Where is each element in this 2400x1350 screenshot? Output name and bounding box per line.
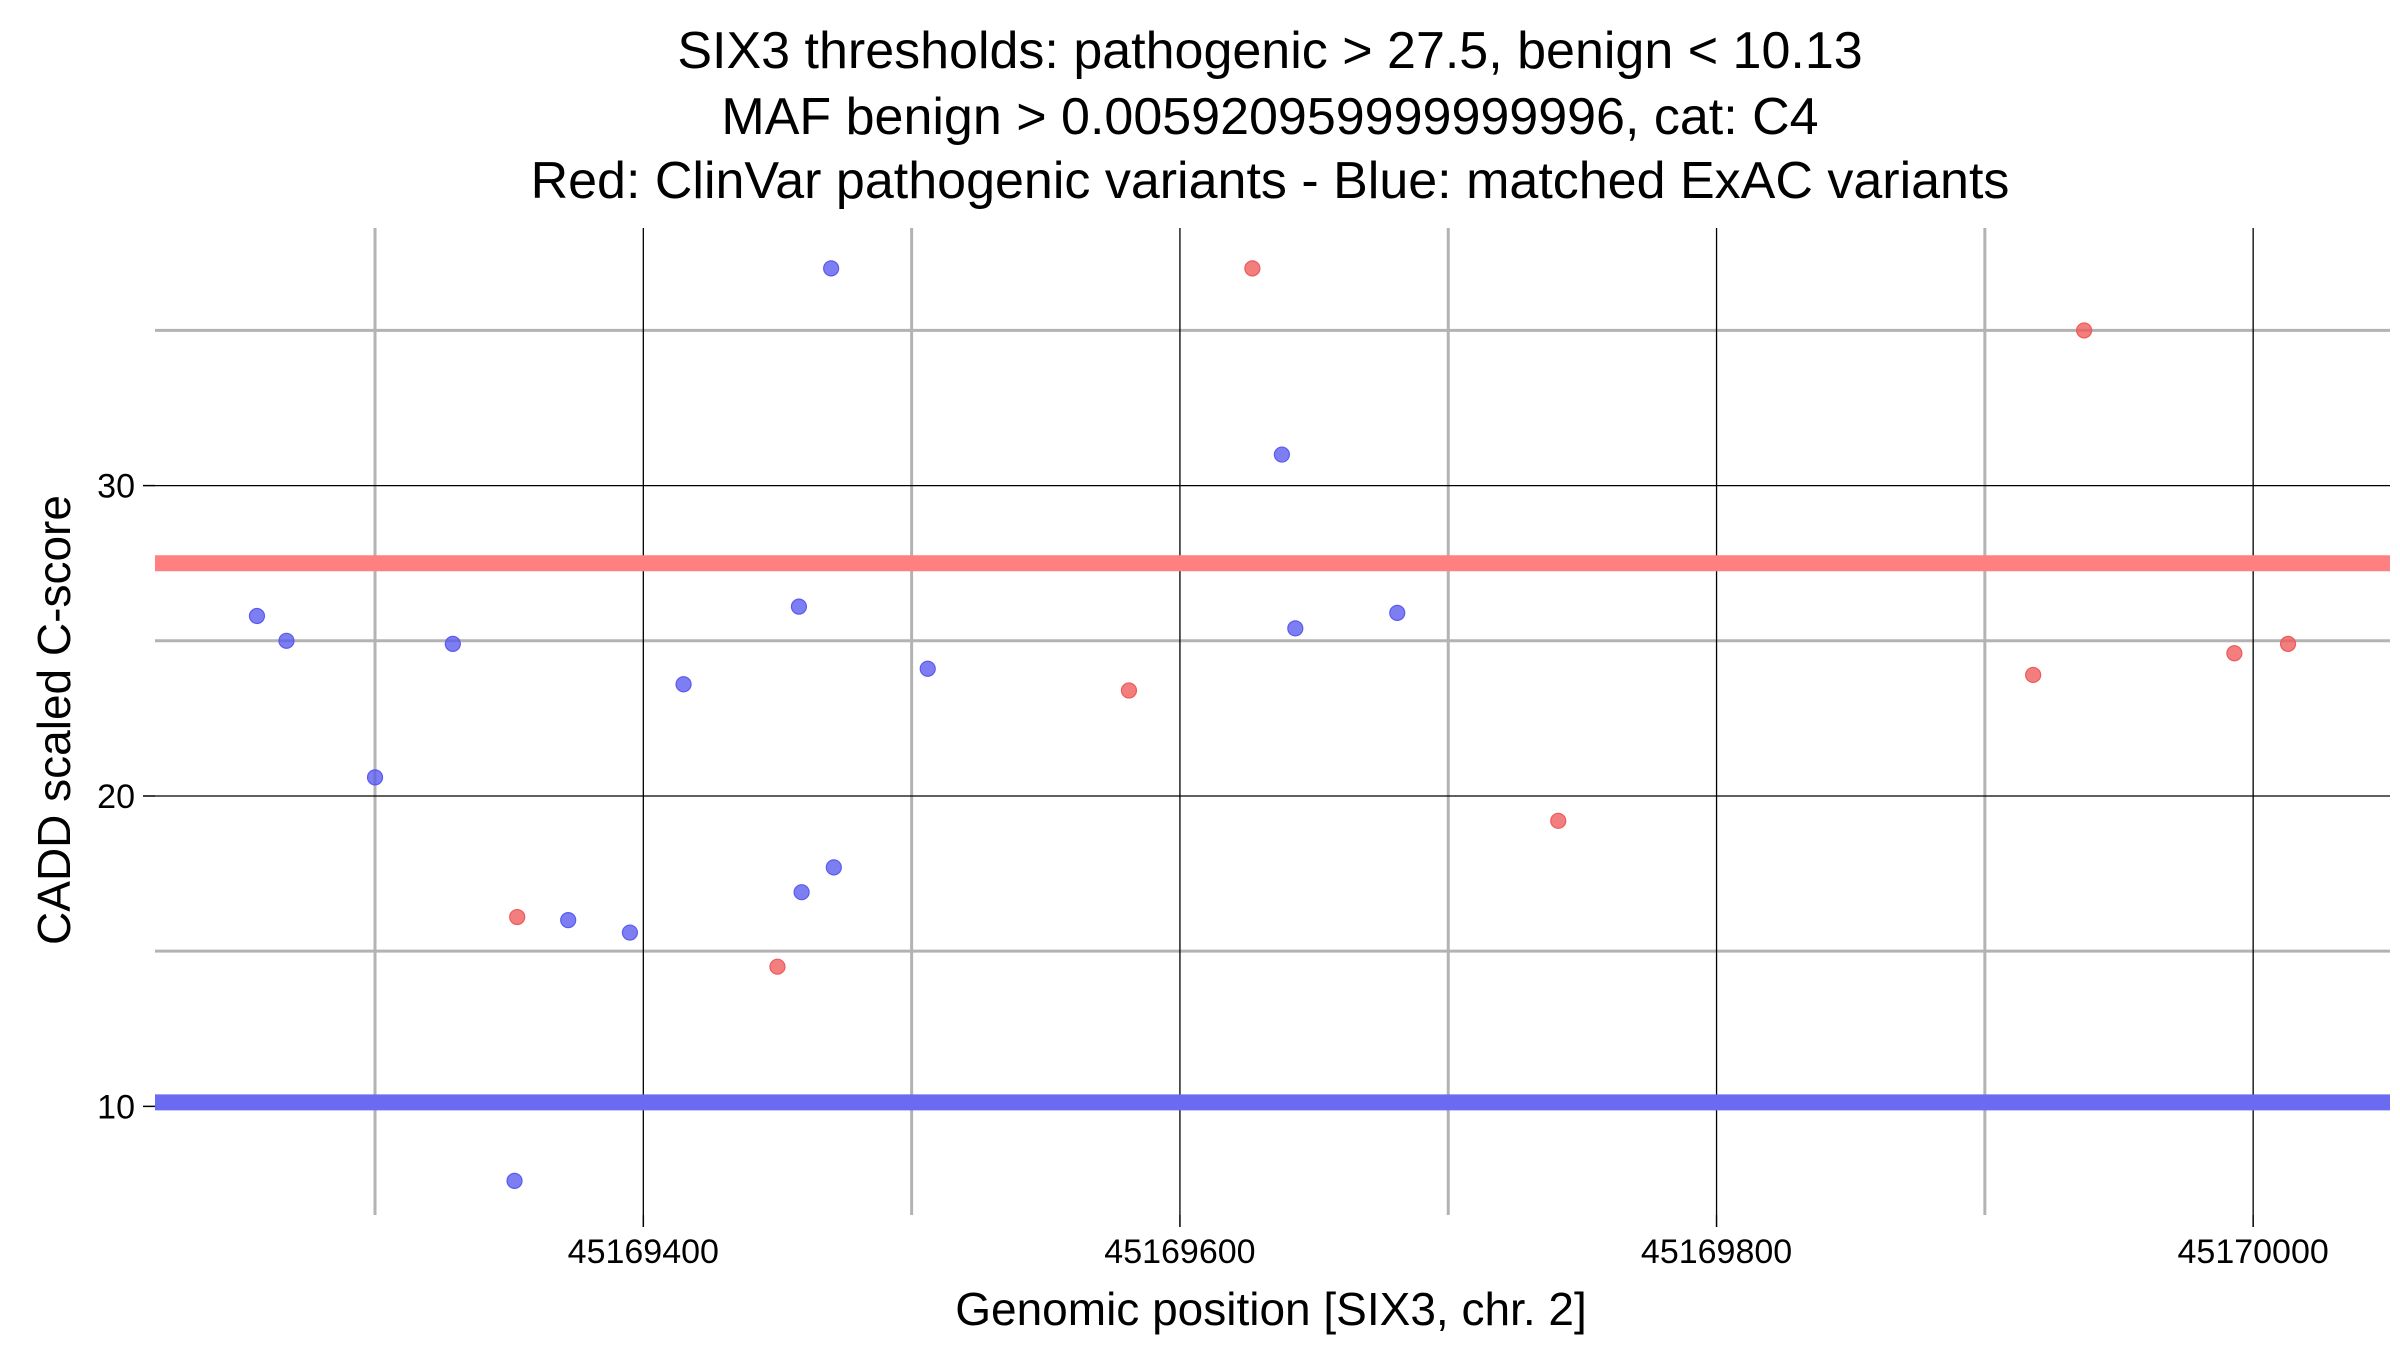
series-1-point	[823, 260, 840, 277]
series-0-point	[1120, 682, 1138, 699]
series-1-point	[444, 635, 461, 653]
series-0-point	[1550, 812, 1567, 829]
series-0-point	[2279, 635, 2297, 653]
minor-gridlines	[155, 228, 2390, 1215]
x-axis-ticks: 45169400 45169600 45169800 45170000	[568, 1215, 2329, 1271]
x-tick-label: 45169600	[1104, 1233, 1255, 1271]
threshold-lines	[155, 555, 2390, 1111]
series-1-point	[248, 607, 266, 625]
title-line-3: Red: ClinVar pathogenic variants - Blue:…	[531, 152, 2010, 210]
series-1-point	[560, 912, 577, 929]
series-1-point	[675, 676, 692, 693]
major-gridlines	[155, 228, 2390, 1215]
data-points	[248, 260, 2297, 1189]
series-0-point	[769, 958, 786, 975]
series-0-point	[509, 908, 526, 926]
series-1-point	[1287, 620, 1304, 637]
series-1-point	[919, 660, 936, 677]
x-tick-label: 45169800	[1641, 1233, 1792, 1271]
x-tick-label: 45170000	[2178, 1233, 2329, 1271]
series-1-point	[1273, 446, 1290, 463]
series-1-point	[621, 924, 639, 941]
y-tick-label: 10	[97, 1088, 135, 1126]
series-1-point	[506, 1172, 523, 1189]
y-axis-ticks: 10 20 30	[97, 468, 155, 1126]
series-1-point	[1389, 604, 1406, 621]
series-0-point	[2025, 666, 2042, 684]
series-1-point	[825, 859, 842, 876]
x-axis-title: Genomic position [SIX3, chr. 2]	[955, 1283, 1587, 1335]
title-line-2: MAF benign > 0.005920959999999996, cat: …	[721, 88, 1818, 146]
series-0-point	[2076, 322, 2093, 339]
series-1-point	[366, 769, 384, 786]
chart-title: SIX3 thresholds: pathogenic > 27.5, beni…	[531, 22, 2010, 210]
series-1-point	[790, 598, 808, 615]
y-tick-label: 30	[97, 468, 135, 506]
title-line-1: SIX3 thresholds: pathogenic > 27.5, beni…	[677, 22, 1862, 80]
series-1-point	[793, 884, 810, 901]
series-1-point	[278, 632, 295, 649]
series-0-point	[1244, 260, 1261, 277]
y-axis-title: CADD scaled C-score	[28, 495, 80, 945]
x-tick-label: 45169400	[568, 1233, 719, 1271]
y-tick-label: 20	[97, 778, 135, 816]
series-0-point	[2226, 645, 2243, 662]
